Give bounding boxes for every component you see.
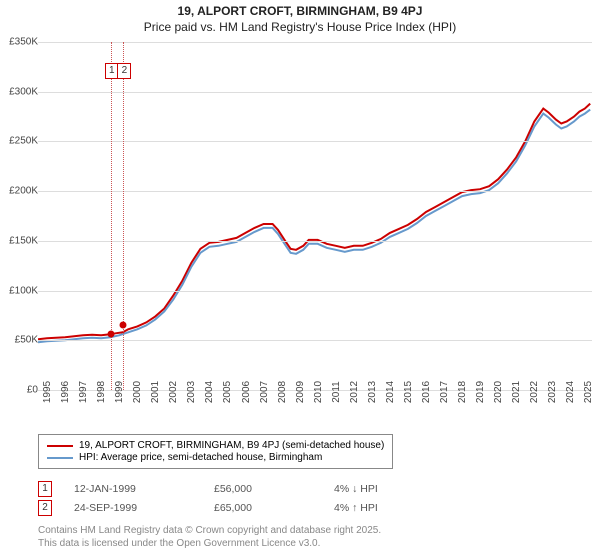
legend-swatch-property (47, 445, 73, 447)
x-axis-label: 2011 (331, 381, 342, 403)
gridline (38, 191, 592, 192)
x-axis-label: 1995 (42, 381, 53, 403)
x-axis-label: 2001 (150, 381, 161, 403)
legend-swatch-hpi (47, 457, 73, 459)
sale-vline (123, 42, 124, 390)
sale-rows: 1 12-JAN-1999£56,0004% ↓ HPI 2 24-SEP-1999£… (38, 478, 378, 519)
legend-item-property: 19, ALPORT CROFT, BIRMINGHAM, B9 4PJ (se… (47, 440, 384, 451)
x-axis-label: 2015 (403, 381, 414, 403)
x-axis-label: 1996 (60, 381, 71, 403)
x-axis-label: 2023 (547, 381, 558, 403)
y-axis-label: £300K (9, 86, 38, 97)
x-axis-label: 2008 (277, 381, 288, 403)
x-axis-label: 2005 (222, 381, 233, 403)
x-axis-label: 2020 (493, 381, 504, 403)
y-axis-label: £100K (9, 285, 38, 296)
sale-row-date: 24-SEP-1999 (74, 502, 214, 514)
x-axis-label: 2000 (132, 381, 143, 403)
footer-line1: Contains HM Land Registry data © Crown c… (38, 524, 381, 537)
y-axis-label: £50K (15, 335, 38, 346)
x-axis-label: 2025 (583, 381, 594, 403)
x-axis-label: 2019 (475, 381, 486, 403)
gridline (38, 42, 592, 43)
x-axis-label: 2010 (313, 381, 324, 403)
x-axis-label: 1997 (78, 381, 89, 403)
x-axis-label: 1998 (96, 381, 107, 403)
y-axis-label: £150K (9, 235, 38, 246)
chart-container: 19, ALPORT CROFT, BIRMINGHAM, B9 4PJ Pri… (0, 0, 600, 560)
gridline (38, 241, 592, 242)
x-axis-label: 2017 (439, 381, 450, 403)
x-axis-label: 2006 (241, 381, 252, 403)
x-axis-label: 2016 (421, 381, 432, 403)
x-axis-label: 2003 (186, 381, 197, 403)
legend-item-hpi: HPI: Average price, semi-detached house,… (47, 452, 384, 463)
title-block: 19, ALPORT CROFT, BIRMINGHAM, B9 4PJ Pri… (0, 0, 600, 34)
legend-label-property: 19, ALPORT CROFT, BIRMINGHAM, B9 4PJ (se… (79, 440, 384, 451)
chart-lines (38, 42, 592, 390)
x-axis-label: 2004 (204, 381, 215, 403)
legend: 19, ALPORT CROFT, BIRMINGHAM, B9 4PJ (se… (38, 434, 393, 469)
x-axis-label: 2009 (295, 381, 306, 403)
plot-area: 12 (38, 42, 592, 391)
sale-row-price: £65,000 (214, 502, 334, 514)
sale-marker-box: 2 (117, 63, 131, 79)
footer-attribution: Contains HM Land Registry data © Crown c… (38, 524, 381, 550)
x-axis-label: 2014 (385, 381, 396, 403)
sale-row-vs-hpi: 4% ↓ HPI (334, 483, 378, 495)
x-axis-label: 2007 (259, 381, 270, 403)
sale-row-index: 2 (38, 500, 52, 516)
x-axis-label: 2021 (511, 381, 522, 403)
sale-row-vs-hpi: 4% ↑ HPI (334, 502, 378, 514)
chart-title-subtitle: Price paid vs. HM Land Registry's House … (0, 20, 600, 34)
x-axis-label: 2012 (349, 381, 360, 403)
gridline (38, 92, 592, 93)
y-axis-label: £250K (9, 136, 38, 147)
sale-row-price: £56,000 (214, 483, 334, 495)
gridline (38, 340, 592, 341)
sale-row-index: 1 (38, 481, 52, 497)
sale-row: 2 24-SEP-1999£65,0004% ↑ HPI (38, 500, 378, 516)
x-axis-label: 2022 (529, 381, 540, 403)
legend-label-hpi: HPI: Average price, semi-detached house,… (79, 452, 322, 463)
x-axis-label: 1999 (114, 381, 125, 403)
sale-dot (120, 322, 127, 329)
y-axis-label: £200K (9, 186, 38, 197)
x-axis-label: 2018 (457, 381, 468, 403)
x-axis-label: 2024 (565, 381, 576, 403)
y-axis-label: £0 (27, 385, 38, 396)
x-axis-label: 2013 (367, 381, 378, 403)
sale-row-date: 12-JAN-1999 (74, 483, 214, 495)
sale-dot (107, 331, 114, 338)
chart-title-address: 19, ALPORT CROFT, BIRMINGHAM, B9 4PJ (0, 4, 600, 18)
gridline (38, 291, 592, 292)
series-line-property (38, 104, 590, 340)
x-axis-label: 2002 (168, 381, 179, 403)
footer-line2: This data is licensed under the Open Gov… (38, 537, 381, 550)
y-axis-label: £350K (9, 37, 38, 48)
sale-row: 1 12-JAN-1999£56,0004% ↓ HPI (38, 481, 378, 497)
gridline (38, 141, 592, 142)
series-line-hpi (38, 110, 590, 343)
